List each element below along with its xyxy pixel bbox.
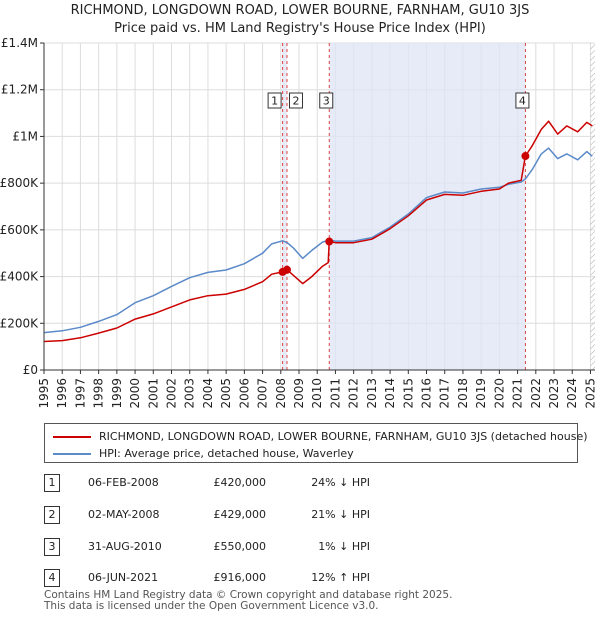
attribution-footer: Contains HM Land Registry data © Crown c… [44, 590, 452, 612]
sale-price: £420,000 [213, 476, 267, 489]
chart-legend: RICHMOND, LONGDOWN ROAD, LOWER BOURNE, F… [44, 423, 588, 463]
x-tick-label: 2019 [474, 378, 488, 409]
sale-marker-3: 3 [44, 538, 60, 556]
y-tick-label: £1.4M [1, 36, 38, 50]
footer-line-1: Contains HM Land Registry data © Crown c… [44, 589, 453, 601]
sale-marker-1: 1 [44, 474, 60, 492]
x-tick-label: 2014 [383, 378, 397, 409]
sale-date: 02-MAY-2008 [88, 508, 160, 521]
x-tick-label: 2009 [292, 378, 306, 409]
x-tick-label: 2010 [310, 378, 324, 409]
sale-hpi-diff: 24% ↓ HPI [311, 476, 370, 489]
vline-label-3: 3 [319, 92, 334, 109]
sale-hpi-diff: 12% ↑ HPI [311, 571, 370, 584]
x-tick-label: 2024 [565, 378, 579, 409]
y-tick-label: £1.2M [1, 83, 38, 97]
sale-price: £550,000 [213, 540, 267, 553]
x-tick-label: 1996 [55, 378, 69, 409]
sale-hpi-diff: 1% ↓ HPI [318, 540, 370, 553]
x-tick-label: 2006 [237, 378, 251, 409]
vline-label-text: 3 [323, 95, 330, 108]
x-tick-label: 1999 [110, 378, 124, 409]
x-tick-label: 1998 [92, 378, 106, 409]
y-tick-label: £400K [0, 270, 39, 284]
sale-date: 06-FEB-2008 [88, 476, 159, 489]
sale-row-2: 2 02-MAY-2008 £429,000 21% ↓ HPI [0, 506, 600, 526]
x-tick-label: 2002 [165, 378, 179, 409]
y-tick-label: £200K [0, 316, 39, 330]
x-tick-label: 2007 [256, 378, 270, 409]
price-chart: 1 2 3 4 £0 £200K £400K £600K £800K £1M £1.2M £1.4M… [0, 36, 597, 409]
shaded-span [282, 43, 287, 370]
vline-label-box [288, 92, 303, 109]
x-tick-label: 1997 [73, 378, 87, 409]
x-tick-label: 2017 [438, 378, 452, 409]
y-tick-label: £0 [23, 363, 38, 377]
sale-marker-4: 4 [44, 569, 60, 587]
x-tick-label: 2000 [128, 378, 142, 409]
vline-label-4: 4 [515, 92, 530, 109]
x-tick-label: 2001 [146, 378, 160, 409]
sale-row-4: 4 06-JUN-2021 £916,000 12% ↑ HPI [0, 569, 600, 589]
sale-row-3: 3 31-AUG-2010 £550,000 1% ↓ HPI [0, 538, 600, 558]
shaded-span [329, 43, 526, 370]
sale-date: 31-AUG-2010 [88, 540, 162, 553]
x-tick-label: 2003 [183, 378, 197, 409]
x-tick-label: 2015 [401, 378, 415, 409]
sale-price: £429,000 [213, 508, 267, 521]
x-tick-label: 2005 [219, 378, 233, 409]
chart-subtitle: Price paid vs. HM Land Registry's House … [114, 21, 486, 36]
vline-label-text: 2 [292, 95, 299, 108]
legend-label-hpi: HPI: Average price, detached house, Wave… [99, 447, 354, 460]
y-tick-label: £800K [0, 176, 39, 190]
vline-label-text: 4 [519, 95, 526, 108]
x-tick-label: 1995 [37, 378, 51, 409]
x-tick-label: 2018 [456, 378, 470, 409]
x-tick-label: 2008 [274, 378, 288, 409]
vline-label-text: 1 [271, 95, 278, 108]
sale-point [521, 152, 530, 161]
vline-label-box [319, 92, 334, 109]
x-tick-label: 2020 [492, 378, 506, 409]
vline-label-box [267, 92, 282, 109]
x-tick-label: 2004 [201, 378, 215, 409]
legend-swatch-hpi [53, 453, 91, 455]
sale-marker-2: 2 [44, 506, 60, 524]
x-tick-label: 2023 [547, 378, 561, 409]
x-tick-label: 2025 [583, 378, 597, 409]
sale-price: £916,000 [213, 571, 267, 584]
x-tick-label: 2013 [365, 378, 379, 409]
vline-label-1: 1 [267, 92, 282, 109]
x-tick-label: 2022 [529, 378, 543, 409]
y-tick-label: £1M [12, 129, 38, 143]
legend-swatch-property [53, 436, 91, 438]
x-tick-label: 2011 [328, 378, 342, 409]
vline-label-2: 2 [288, 92, 303, 109]
sale-row-1: 1 06-FEB-2008 £420,000 24% ↓ HPI [0, 474, 600, 494]
sale-date: 06-JUN-2021 [88, 571, 159, 584]
footer-line-2: This data is licensed under the Open Gov… [44, 600, 379, 612]
sale-point [325, 237, 334, 246]
x-tick-label: 2021 [511, 378, 525, 409]
x-tick-label: 2016 [420, 378, 434, 409]
hatched-region [590, 43, 595, 370]
legend-label-property: RICHMOND, LONGDOWN ROAD, LOWER BOURNE, F… [99, 430, 588, 443]
sale-hpi-diff: 21% ↓ HPI [311, 508, 370, 521]
x-tick-label: 2012 [347, 378, 361, 409]
vline-label-box [515, 92, 530, 109]
y-tick-label: £600K [0, 223, 39, 237]
sale-point [282, 265, 291, 274]
chart-title: RICHMOND, LONGDOWN ROAD, LOWER BOURNE, F… [70, 3, 530, 18]
